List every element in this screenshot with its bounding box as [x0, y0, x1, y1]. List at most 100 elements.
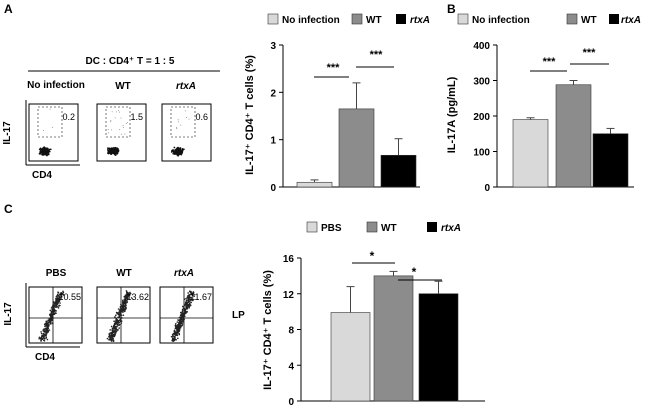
event-dot — [117, 147, 119, 150]
event-dot — [40, 339, 42, 341]
event-dot — [115, 326, 117, 328]
event-dot — [113, 322, 116, 325]
event-dot — [119, 310, 121, 312]
event-dot — [108, 333, 110, 335]
event-dot — [60, 294, 62, 296]
event-dot — [56, 296, 59, 298]
event-dot — [54, 312, 57, 314]
event-dot — [110, 121, 112, 123]
event-dot — [57, 307, 60, 309]
legend-label: rtxA — [441, 223, 461, 234]
chart-b-significance: *** *** — [530, 47, 609, 72]
event-dot — [52, 322, 54, 325]
event-dot — [39, 148, 42, 151]
event-dot — [172, 335, 175, 337]
event-dot — [113, 153, 116, 156]
flow-value: 11.67 — [190, 292, 212, 302]
event-dot — [186, 303, 188, 306]
event-dot — [39, 337, 42, 340]
event-dot — [111, 335, 114, 338]
event-dot — [123, 310, 126, 313]
event-dot — [184, 304, 186, 307]
chart-a-yticks: 0 1 2 3 — [270, 41, 283, 194]
event-dot — [116, 321, 119, 324]
chart-c-yticks: 0 4 8 12 16 — [283, 254, 301, 407]
event-dot — [47, 319, 50, 322]
event-dot — [186, 310, 188, 313]
event-dot — [45, 327, 47, 330]
flow-dots — [170, 290, 196, 342]
event-dot — [183, 308, 186, 311]
y-tick-label: 300 — [473, 77, 490, 88]
flow-c-xlabel: CD4 — [35, 352, 55, 363]
y-tick-label: 16 — [283, 254, 295, 265]
event-dot — [186, 297, 189, 299]
event-dot — [48, 321, 50, 324]
event-dot — [49, 313, 52, 316]
event-dot — [177, 329, 180, 332]
flow-frame — [96, 103, 147, 162]
event-dot — [177, 331, 180, 333]
event-dot — [192, 299, 194, 302]
y-tick-label: 200 — [473, 112, 490, 123]
event-dot — [112, 327, 115, 330]
flow-value: 0.6 — [195, 112, 208, 122]
event-dot — [45, 332, 47, 335]
event-dot — [187, 300, 190, 303]
flow-dots — [106, 110, 128, 157]
event-dot — [180, 321, 183, 323]
event-dot — [121, 305, 123, 308]
event-dot — [50, 311, 53, 314]
event-dot — [177, 325, 180, 328]
event-dot — [112, 335, 115, 338]
event-dot — [107, 129, 109, 131]
event-dot — [118, 327, 120, 329]
event-dot — [118, 311, 120, 314]
event-dot — [114, 149, 117, 151]
event-dot — [114, 316, 116, 319]
event-dot — [185, 299, 188, 302]
y-tick-label: 0 — [484, 183, 490, 194]
y-tick-label: 400 — [473, 41, 490, 52]
legend-swatch — [609, 14, 619, 24]
event-dot — [190, 296, 192, 299]
panel-a-label: A — [4, 2, 13, 16]
event-dot — [51, 314, 54, 317]
event-dot — [43, 331, 46, 333]
event-dot — [60, 295, 63, 298]
event-dot — [38, 152, 41, 155]
chart-c: IL-17⁺ CD4⁺ T cells (%) 0 4 8 12 16 * * PBS … — [262, 221, 485, 407]
event-dot — [55, 302, 58, 305]
event-dot — [193, 293, 195, 296]
flow-c-ylabel: IL-17 — [3, 302, 14, 326]
event-dot — [41, 337, 44, 340]
event-dot — [44, 325, 46, 328]
event-dot — [40, 331, 42, 333]
event-dot — [178, 333, 181, 336]
event-dot — [49, 108, 51, 110]
event-dot — [109, 149, 111, 151]
event-dot — [120, 117, 122, 119]
event-dot — [53, 313, 56, 315]
event-dot — [125, 296, 127, 298]
event-dot — [180, 312, 183, 314]
event-dot — [176, 127, 178, 129]
event-dot — [175, 324, 177, 327]
chart-c-legend: PBS WT rtxA — [306, 221, 461, 234]
event-dot — [43, 333, 46, 336]
panel-c-label: C — [4, 202, 13, 216]
event-dot — [181, 323, 184, 325]
event-dot — [190, 301, 193, 304]
event-dot — [120, 320, 122, 323]
event-dot — [118, 110, 120, 112]
event-dot — [172, 149, 175, 151]
event-dot — [46, 325, 49, 328]
event-dot — [115, 311, 118, 314]
flow-c-title-3: rtxA — [174, 268, 194, 279]
event-dot — [126, 301, 129, 303]
event-dot — [130, 297, 133, 299]
bar — [373, 275, 414, 402]
event-dot — [175, 148, 178, 151]
event-dot — [50, 310, 53, 313]
event-dot — [179, 314, 182, 317]
